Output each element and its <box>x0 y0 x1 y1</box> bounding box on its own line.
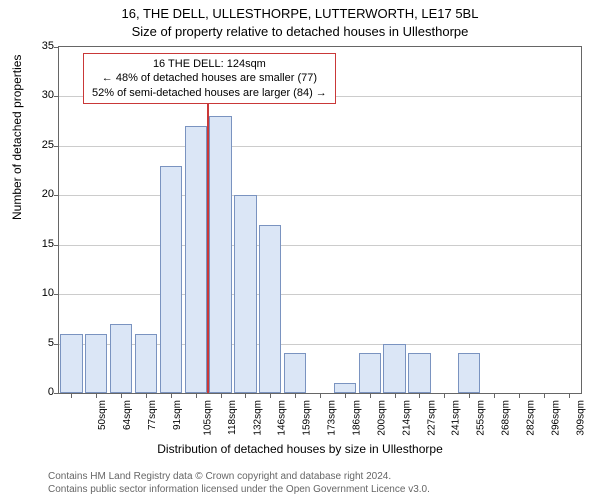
y-tick-label: 15 <box>24 238 54 250</box>
bar <box>359 353 381 393</box>
x-tick-label: 200sqm <box>376 400 387 436</box>
bar <box>85 334 107 393</box>
chart-subtitle: Size of property relative to detached ho… <box>0 24 600 39</box>
x-axis-label: Distribution of detached houses by size … <box>0 442 600 456</box>
x-tick-label: 50sqm <box>97 400 108 430</box>
footer-copyright: Contains HM Land Registry data © Crown c… <box>48 470 430 496</box>
bar <box>408 353 430 393</box>
y-axis-label: Number of detached properties <box>10 55 24 220</box>
x-tick-label: 146sqm <box>277 400 288 436</box>
bar <box>458 353 480 393</box>
callout-line2: ← 48% of detached houses are smaller (77… <box>92 71 327 85</box>
x-tick-label: 268sqm <box>501 400 512 436</box>
bars-layer: 16 THE DELL: 124sqm← 48% of detached hou… <box>59 47 581 393</box>
y-tick-label: 35 <box>24 40 54 52</box>
x-tick-label: 159sqm <box>302 400 313 436</box>
y-tick-label: 0 <box>24 386 54 398</box>
bar <box>60 334 82 393</box>
x-tick-label: 227sqm <box>426 400 437 436</box>
bar <box>135 334 157 393</box>
x-tick-label: 309sqm <box>575 400 586 436</box>
x-tick-label: 132sqm <box>252 400 263 436</box>
x-tick-label: 296sqm <box>550 400 561 436</box>
callout-line1: 16 THE DELL: 124sqm <box>92 57 327 71</box>
x-tick-label: 186sqm <box>352 400 363 436</box>
footer-line2: Contains public sector information licen… <box>48 483 430 496</box>
bar <box>110 324 132 393</box>
y-tick-label: 5 <box>24 337 54 349</box>
plot-area: 16 THE DELL: 124sqm← 48% of detached hou… <box>58 46 582 394</box>
y-tick-label: 25 <box>24 139 54 151</box>
bar <box>185 126 207 393</box>
y-tick-label: 30 <box>24 89 54 101</box>
x-tick-label: 241sqm <box>451 400 462 436</box>
x-tick-label: 173sqm <box>327 400 338 436</box>
bar <box>383 344 405 393</box>
x-tick-label: 255sqm <box>476 400 487 436</box>
x-tick-label: 91sqm <box>172 400 183 430</box>
y-tick-label: 10 <box>24 287 54 299</box>
bar <box>160 166 182 393</box>
marker-line <box>207 103 209 393</box>
callout-line3: 52% of semi-detached houses are larger (… <box>92 86 327 100</box>
x-tick-label: 105sqm <box>202 400 213 436</box>
chart-title-address: 16, THE DELL, ULLESTHORPE, LUTTERWORTH, … <box>0 6 600 21</box>
x-tick-label: 77sqm <box>147 400 158 430</box>
bar <box>334 383 356 393</box>
bar <box>259 225 281 393</box>
x-tick-label: 118sqm <box>227 400 238 435</box>
chart-container: 16, THE DELL, ULLESTHORPE, LUTTERWORTH, … <box>0 0 600 500</box>
footer-line1: Contains HM Land Registry data © Crown c… <box>48 470 430 483</box>
x-tick-label: 64sqm <box>122 400 133 430</box>
callout-box: 16 THE DELL: 124sqm← 48% of detached hou… <box>83 53 336 104</box>
bar <box>209 116 231 393</box>
x-tick-label: 282sqm <box>526 400 537 436</box>
y-tick-label: 20 <box>24 188 54 200</box>
x-tick-label: 214sqm <box>401 400 412 436</box>
bar <box>234 195 256 393</box>
bar <box>284 353 306 393</box>
